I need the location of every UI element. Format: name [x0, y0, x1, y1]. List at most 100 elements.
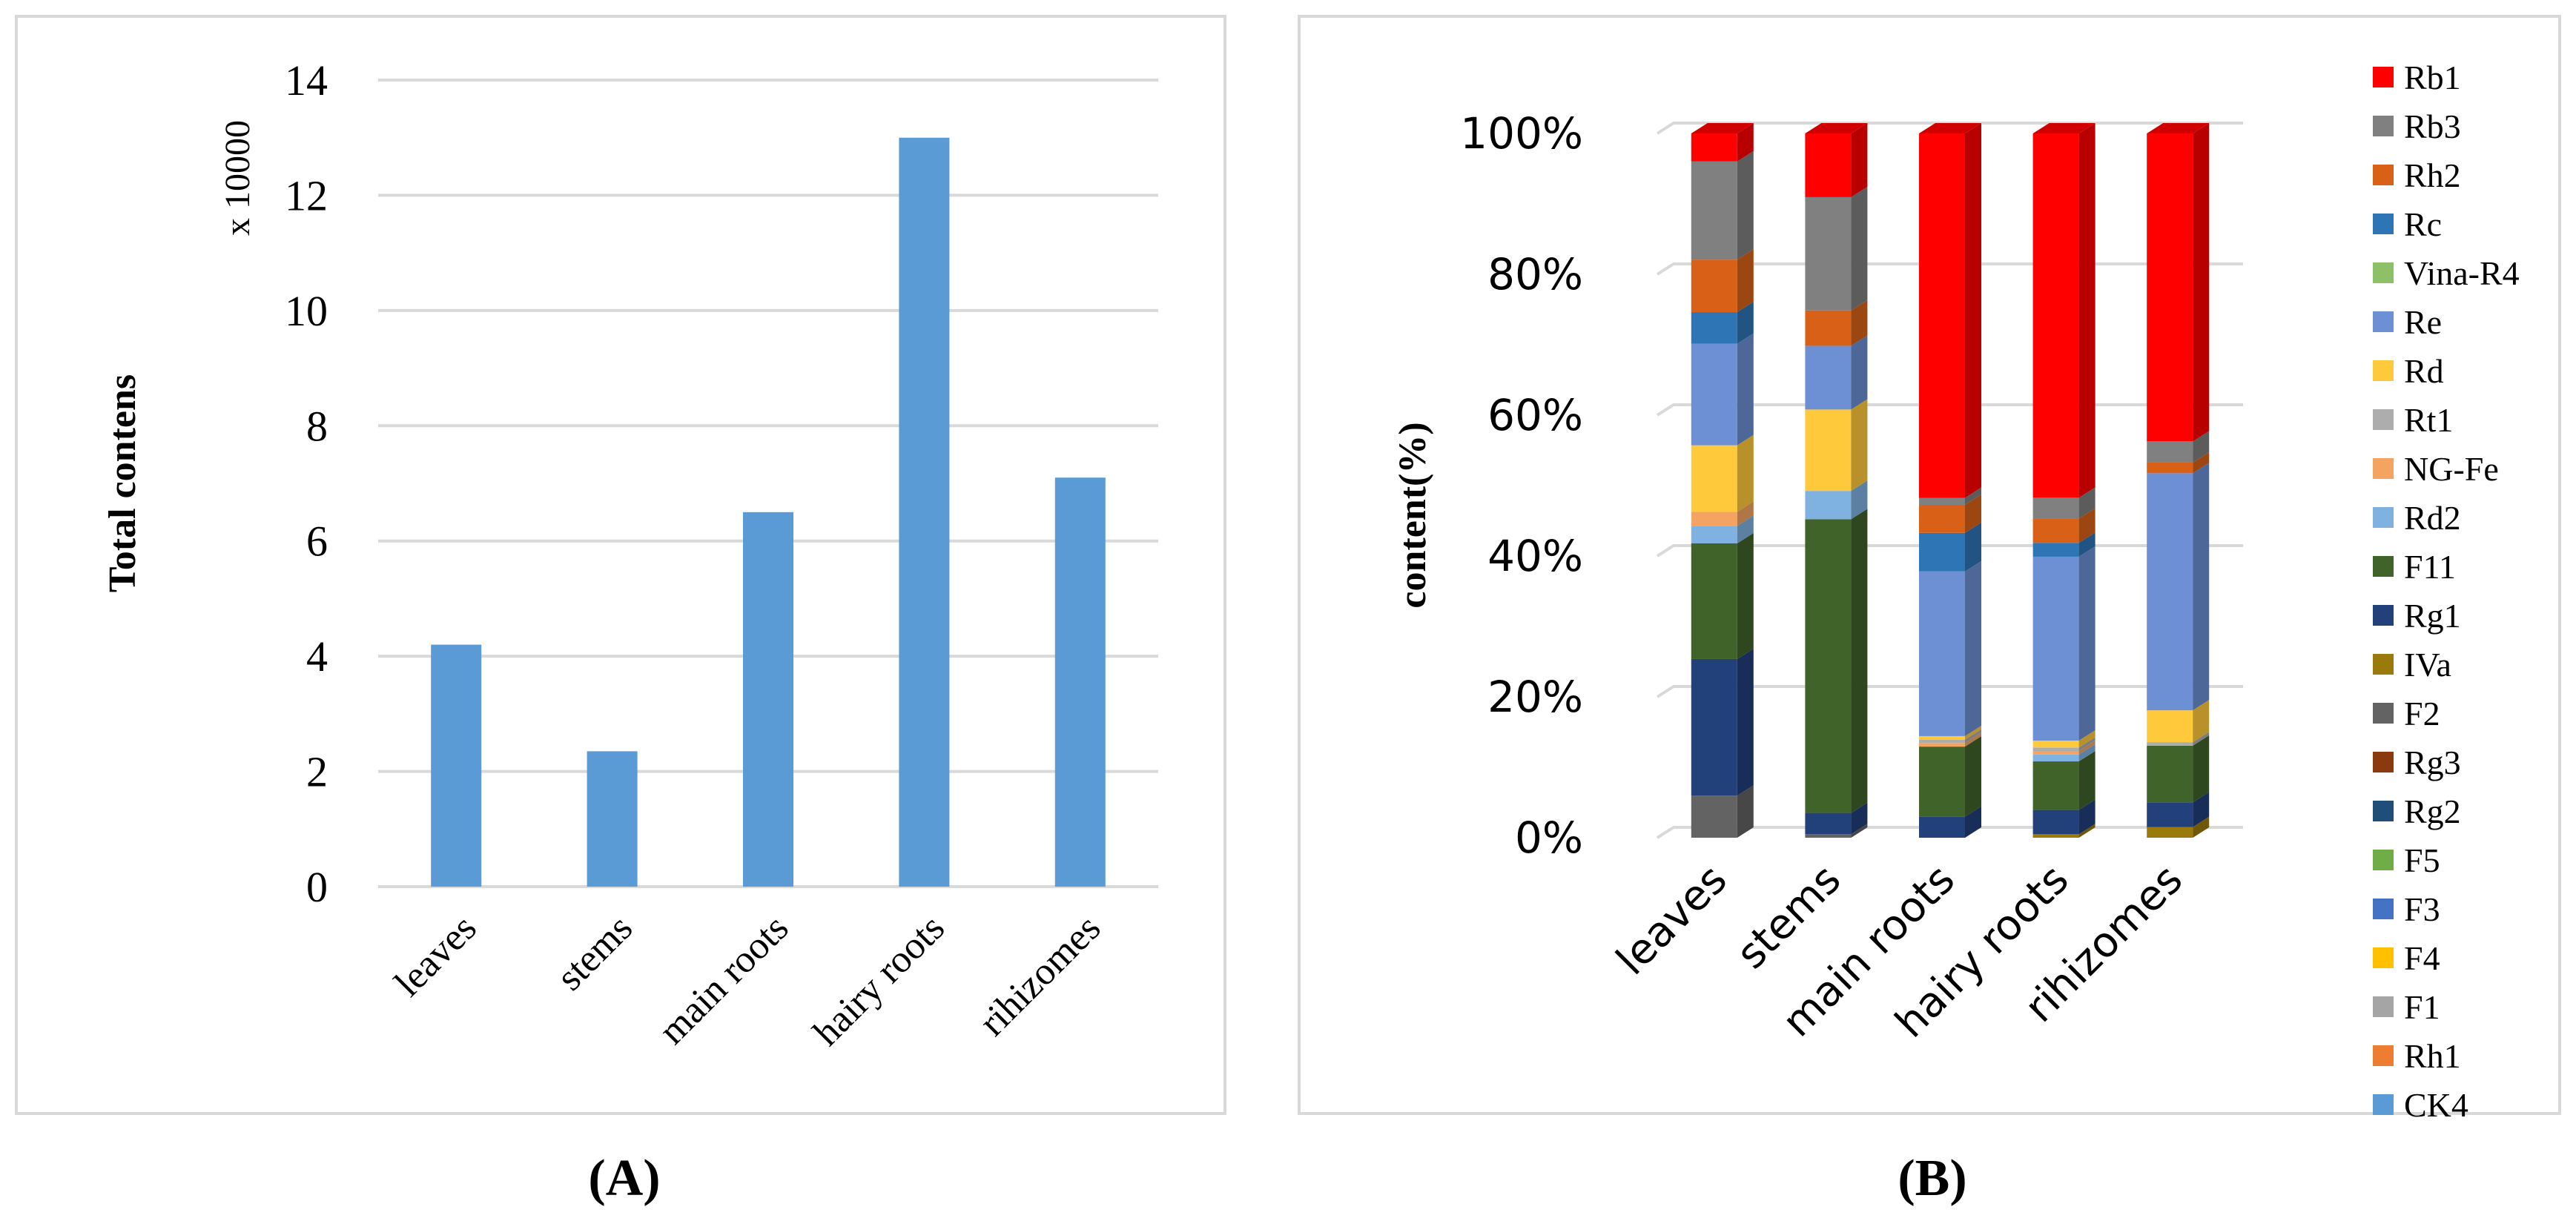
- chart-b-legend-swatch: [2373, 703, 2394, 724]
- chart-b-legend-item: Rb3: [2373, 107, 2461, 145]
- chart-b-legend-label: Rh1: [2404, 1037, 2461, 1075]
- chart-b-segment-side: [1737, 123, 1754, 162]
- chart-b-legend-item: F2: [2373, 695, 2440, 732]
- chart-b-segment-side: [1851, 802, 1868, 835]
- chart-b-segment-side: [2193, 735, 2210, 803]
- chart-a-bar: [1054, 477, 1106, 887]
- chart-b-segment-front: [1919, 532, 1965, 572]
- chart-b-bar-top: [1805, 123, 1868, 133]
- chart-b-segment-side: [1737, 434, 1754, 512]
- chart-b-segment-front: [2032, 740, 2079, 748]
- chart-b-segment-side: [1851, 335, 1868, 410]
- chart-b-legend: Rb1 Rb3 Rh2 Rc Vina-R4 Re Rd Rt1 NG-Fe Rd2 F11 Rg1 I…: [2373, 59, 2520, 1124]
- chart-b-segment: [1919, 806, 1981, 838]
- chart-b-segment-front: [2032, 518, 2079, 543]
- chart-b-legend-label: Rd: [2404, 352, 2444, 390]
- chart-b-legend-label: Rg1: [2404, 597, 2461, 635]
- chart-b-segment-front: [1691, 343, 1737, 446]
- chart-b-legend-item: Rg1: [2373, 597, 2461, 635]
- chart-b-segment: [2032, 532, 2096, 557]
- chart-a-y-tick-label: 12: [285, 171, 328, 219]
- chart-b-bar-top: [2032, 123, 2096, 133]
- chart-a-y-tick-label: 2: [306, 748, 328, 796]
- panel-a-frame: [15, 15, 1226, 1115]
- chart-b-segment-side: [2078, 532, 2096, 557]
- chart-b-legend-swatch: [2373, 801, 2394, 821]
- chart-b-legend-swatch: [2373, 409, 2394, 430]
- chart-b-segment: [1919, 487, 1981, 505]
- chart-b-segment-side: [2078, 737, 2096, 752]
- chart-b-segment-front: [2147, 462, 2193, 474]
- chart-b-legend-swatch: [2373, 1045, 2394, 1066]
- chart-b-legend-swatch: [2373, 214, 2394, 234]
- chart-b-segment: [2032, 508, 2096, 543]
- chart-b-legend-label: F2: [2404, 695, 2440, 732]
- chart-b-segment-front: [1805, 310, 1852, 346]
- chart-b-segment-side: [1851, 480, 1868, 520]
- chart-b-bar-top: [1919, 123, 1981, 133]
- chart-b-legend-label: Rd2: [2404, 499, 2461, 537]
- chart-b-segment-front: [2032, 543, 2079, 557]
- chart-b-segment: [1805, 335, 1868, 410]
- chart-b-segment-side: [2078, 123, 2096, 498]
- chart-b-segment-side: [1851, 399, 1868, 492]
- chart-b-segment: [1919, 494, 1981, 533]
- chart-b-segment-front: [1805, 519, 1852, 813]
- chart-b-y-tick-label: 100%: [1460, 108, 1583, 159]
- chart-a-y-tick-label: 6: [306, 517, 328, 566]
- panel-a-caption: (A): [588, 1150, 660, 1207]
- chart-b-segment-front: [2032, 747, 2079, 752]
- chart-b-legend-item: Rd: [2373, 352, 2444, 390]
- chart-a-y-tick-label: 14: [285, 56, 328, 105]
- chart-b-legend-swatch: [2373, 654, 2394, 675]
- chart-b-legend-item: F1: [2373, 988, 2440, 1026]
- chart-b-segment-front: [1919, 504, 1965, 533]
- chart-b-y-ticks: 0% 20% 40% 60% 80% 100%: [1460, 108, 1583, 863]
- chart-b-legend-item: Rd2: [2373, 499, 2461, 537]
- chart-b-segment-front: [1919, 747, 1965, 817]
- chart-b-legend-item: F11: [2373, 548, 2456, 586]
- chart-b-segment: [1919, 725, 1981, 740]
- chart-b-segment-front: [1919, 739, 1965, 744]
- chart-b-segment: [2147, 732, 2210, 746]
- chart-b-segment: [2032, 729, 2096, 748]
- panel-b-caption: (B): [1898, 1150, 1966, 1207]
- chart-b-segment-side: [2193, 451, 2210, 474]
- chart-b-segment-side: [1965, 123, 1981, 498]
- chart-b-segment-side: [1737, 501, 1754, 526]
- chart-b-segment: [2032, 123, 2096, 498]
- chart-b-segment: [2147, 431, 2210, 463]
- chart-b-legend-label: Rc: [2404, 205, 2442, 243]
- chart-b-segment-front: [1805, 834, 1852, 838]
- chart-b-segment-side: [2193, 123, 2210, 442]
- chart-b-segment-front: [1805, 345, 1852, 410]
- chart-b-legend-label: Rt1: [2404, 401, 2453, 439]
- chart-b-legend-swatch: [2373, 360, 2394, 381]
- chart-a-bar: [431, 644, 482, 887]
- chart-a-bar: [899, 137, 950, 887]
- chart-b-segment-front: [1805, 196, 1852, 311]
- chart-b-segment-front: [2147, 827, 2193, 838]
- chart-b-segment-front: [1805, 491, 1852, 520]
- chart-b-segment-front: [1691, 526, 1737, 543]
- chart-b-y-tick-label: 40%: [1487, 531, 1583, 581]
- chart-b-segment: [1691, 333, 1754, 446]
- chart-b-legend-item: Rg3: [2373, 744, 2461, 781]
- chart-b-legend-label: Rg2: [2404, 793, 2461, 830]
- chart-b-segment: [1919, 729, 1981, 744]
- chart-b-segment: [1805, 300, 1868, 346]
- chart-b-segment: [1919, 736, 1981, 817]
- chart-b-segment: [2032, 737, 2096, 752]
- chart-b-segment-side: [2193, 792, 2210, 827]
- chart-b-segment-side: [1851, 186, 1868, 311]
- chart-b-segment-front: [1805, 409, 1852, 492]
- chart-b-legend-item: Rt1: [2373, 401, 2453, 439]
- chart-b-segment-side: [1851, 509, 1868, 813]
- chart-b-segment: [1691, 249, 1754, 313]
- chart-b-segment-front: [1919, 571, 1965, 736]
- chart-b-legend-item: Rh2: [2373, 156, 2461, 194]
- chart-b-legend-label: Rh2: [2404, 156, 2461, 194]
- chart-a-bars: [431, 137, 1106, 887]
- chart-b-segment-side: [1737, 785, 1754, 838]
